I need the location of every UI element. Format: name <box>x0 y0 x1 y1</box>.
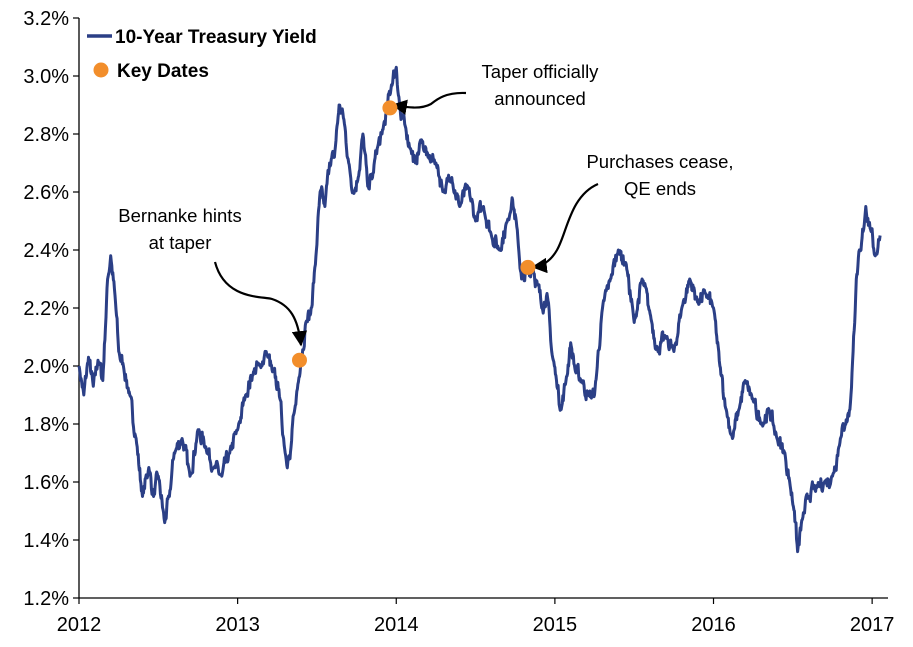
annotation-arrow <box>531 182 599 274</box>
yield-series-line <box>77 65 882 554</box>
annotation-text: Bernanke hints <box>118 205 241 226</box>
y-tick-label: 3.2% <box>23 8 69 30</box>
key-date-marker <box>520 259 536 275</box>
y-tick-label: 2.2% <box>23 298 69 320</box>
y-tick-label: 2.4% <box>23 240 69 262</box>
legend-dot-swatch <box>93 62 109 78</box>
x-tick-label: 2014 <box>374 614 419 636</box>
key-date-marker <box>382 100 398 116</box>
y-tick-label: 1.8% <box>23 414 69 436</box>
y-tick-label: 2.6% <box>23 182 69 204</box>
key-date-marker <box>291 352 307 368</box>
y-tick-label: 3.0% <box>23 66 69 88</box>
annotation-arrow <box>213 261 308 347</box>
annotation-text: Taper officially <box>482 61 600 82</box>
legend-label-key-dates: Key Dates <box>117 61 209 82</box>
legend: 10-Year Treasury Yield Key Dates <box>87 27 317 82</box>
annotation-text: at taper <box>149 232 212 253</box>
x-tick-label: 2017 <box>850 614 895 636</box>
x-tick-label: 2013 <box>215 614 260 636</box>
annotation-text: Purchases cease, <box>586 151 733 172</box>
key-date-markers <box>291 100 536 368</box>
legend-label-yield: 10-Year Treasury Yield <box>115 27 317 48</box>
x-tick-label: 2012 <box>57 614 102 636</box>
y-tick-label: 1.4% <box>23 530 69 552</box>
x-tick-label: 2015 <box>533 614 578 636</box>
y-tick-label: 1.2% <box>23 588 69 610</box>
series-line-layer <box>77 65 882 554</box>
y-tick-label: 2.8% <box>23 124 69 146</box>
annotation-text: QE ends <box>624 178 696 199</box>
annotation-layer: Bernanke hints at taper Taper officially an… <box>118 61 734 347</box>
x-tick-label: 2016 <box>691 614 736 636</box>
chart-axes: 1.2% 1.4% 1.6% 1.8% 2.0% 2.2% 2.4% 2.6% 2.8% 3.0%… <box>23 8 894 636</box>
annotation-arrow <box>391 91 467 115</box>
y-tick-label: 1.6% <box>23 472 69 494</box>
y-tick-label: 2.0% <box>23 356 69 378</box>
annotation-text: announced <box>494 88 586 109</box>
